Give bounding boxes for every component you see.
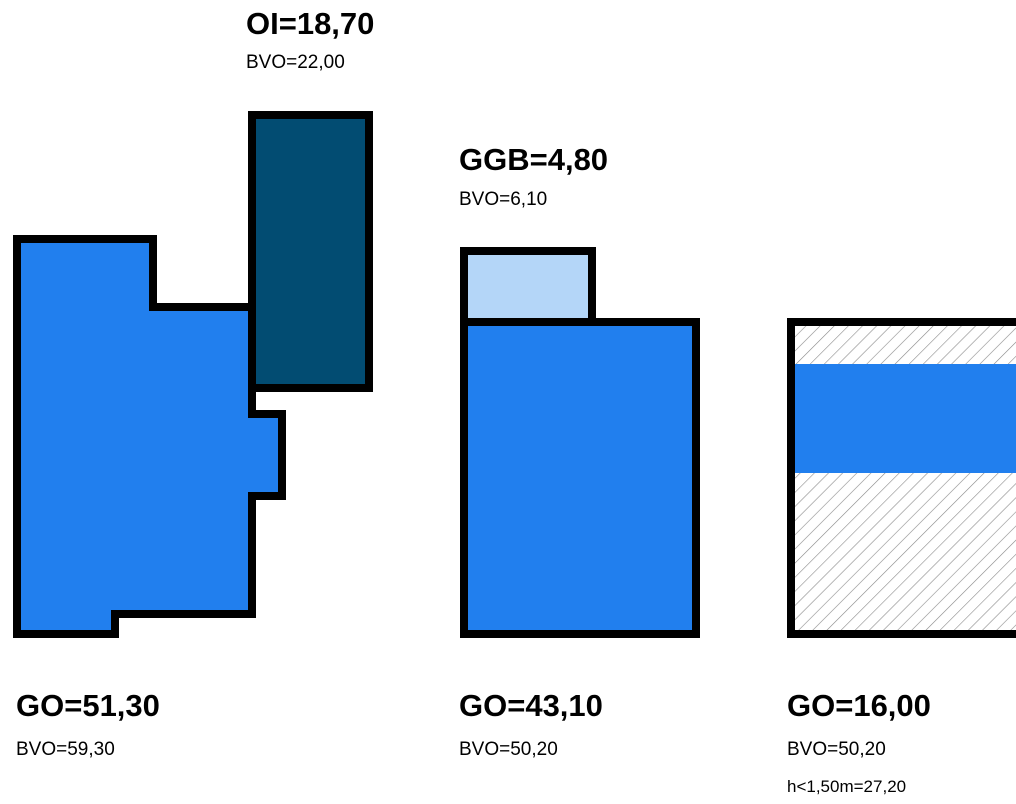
left-ground-label: GO=51,30 <box>16 688 160 723</box>
left-ground-bvo: BVO=59,30 <box>16 739 115 760</box>
middle-ground-bvo: BVO=50,20 <box>459 739 558 760</box>
middle-plan <box>460 247 700 638</box>
right-ground-bvo: BVO=50,20 <box>787 739 886 760</box>
left-ground-floor-area <box>13 235 286 638</box>
right-ground-floor-area <box>795 364 1016 473</box>
left-attic-label: OI=18,70 <box>246 6 375 41</box>
left-attic-area <box>248 111 373 392</box>
middle-garage-area <box>460 247 596 326</box>
middle-garage-bvo: BVO=6,10 <box>459 189 548 210</box>
right-plan <box>787 318 1016 638</box>
right-ground-label: GO=16,00 <box>787 688 931 723</box>
left-plan <box>13 111 373 638</box>
middle-ground-floor-area <box>460 318 700 638</box>
left-attic-bvo: BVO=22,00 <box>246 52 345 73</box>
middle-ground-label: GO=43,10 <box>459 688 603 723</box>
right-low-height-label: h<1,50m=27,20 <box>787 777 907 796</box>
middle-garage-label: GGB=4,80 <box>459 142 609 177</box>
